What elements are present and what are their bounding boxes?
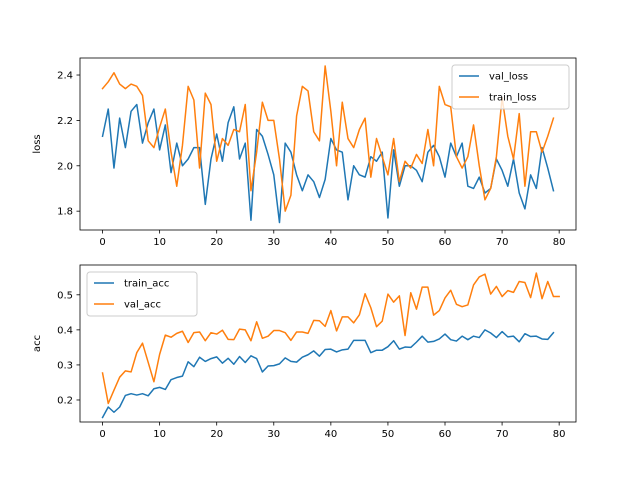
top-x-tick-label: 80 (553, 237, 566, 248)
top-axes-frame (79, 57, 577, 231)
top-series-train-loss (101, 65, 555, 212)
top-subplot: 0 10 20 30 40 50 60 70 80 1.8 2.0 2.2 2.4 loss val_los… (32, 57, 577, 248)
bottom-x-tick-label: 0 (99, 429, 105, 440)
top-legend: val_loss train_loss (451, 64, 570, 110)
top-x-tick-label: 20 (210, 237, 223, 248)
top-x-tick-label: 30 (267, 237, 280, 248)
bottom-y-tick-label: 0.2 (57, 395, 73, 406)
bottom-y-axis-label: acc (32, 335, 43, 352)
bottom-legend-label-val-acc: val_acc (124, 300, 161, 311)
bottom-x-tick-label: 20 (210, 429, 223, 440)
top-x-tick-label: 0 (99, 237, 105, 248)
top-legend-label-train-loss: train_loss (489, 93, 537, 104)
bottom-x-tick-label: 60 (439, 429, 452, 440)
bottom-legend-box (86, 271, 198, 317)
top-series-val-loss (101, 103, 555, 224)
top-x-tick-label: 10 (153, 237, 166, 248)
bottom-legend: train_acc val_acc (86, 271, 198, 317)
top-legend-label-val-loss: val_loss (489, 72, 528, 83)
bottom-legend-label-train-acc: train_acc (124, 279, 169, 290)
bottom-series-train-acc (101, 329, 555, 419)
top-y-tick-label: 2.2 (57, 116, 73, 127)
top-y-tick-label: 2.0 (57, 161, 73, 172)
bottom-x-tick-label: 10 (153, 429, 166, 440)
top-legend-box (451, 64, 570, 110)
bottom-x-tick-label: 40 (324, 429, 337, 440)
bottom-x-tick-label: 30 (267, 429, 280, 440)
top-x-tick-label: 70 (496, 237, 509, 248)
bottom-x-tick-label: 50 (382, 429, 395, 440)
bottom-x-tick-label: 80 (553, 429, 566, 440)
top-y-axis-label: loss (32, 134, 43, 153)
top-y-tick-label: 2.4 (57, 71, 73, 82)
bottom-y-tick-label: 0.4 (57, 325, 73, 336)
bottom-y-tick-label: 0.3 (57, 360, 73, 371)
bottom-series-val-acc (101, 272, 560, 405)
bottom-subplot: 0 10 20 30 40 50 60 70 80 0.2 0.3 0.4 0.5 acc train_ac… (32, 264, 577, 440)
top-x-tick-label: 50 (382, 237, 395, 248)
bottom-axes-frame (79, 264, 577, 423)
bottom-x-tick-label: 70 (496, 429, 509, 440)
top-y-tick-label: 1.8 (57, 207, 73, 218)
top-x-tick-label: 40 (324, 237, 337, 248)
bottom-y-tick-label: 0.5 (57, 290, 73, 301)
top-x-tick-label: 60 (439, 237, 452, 248)
